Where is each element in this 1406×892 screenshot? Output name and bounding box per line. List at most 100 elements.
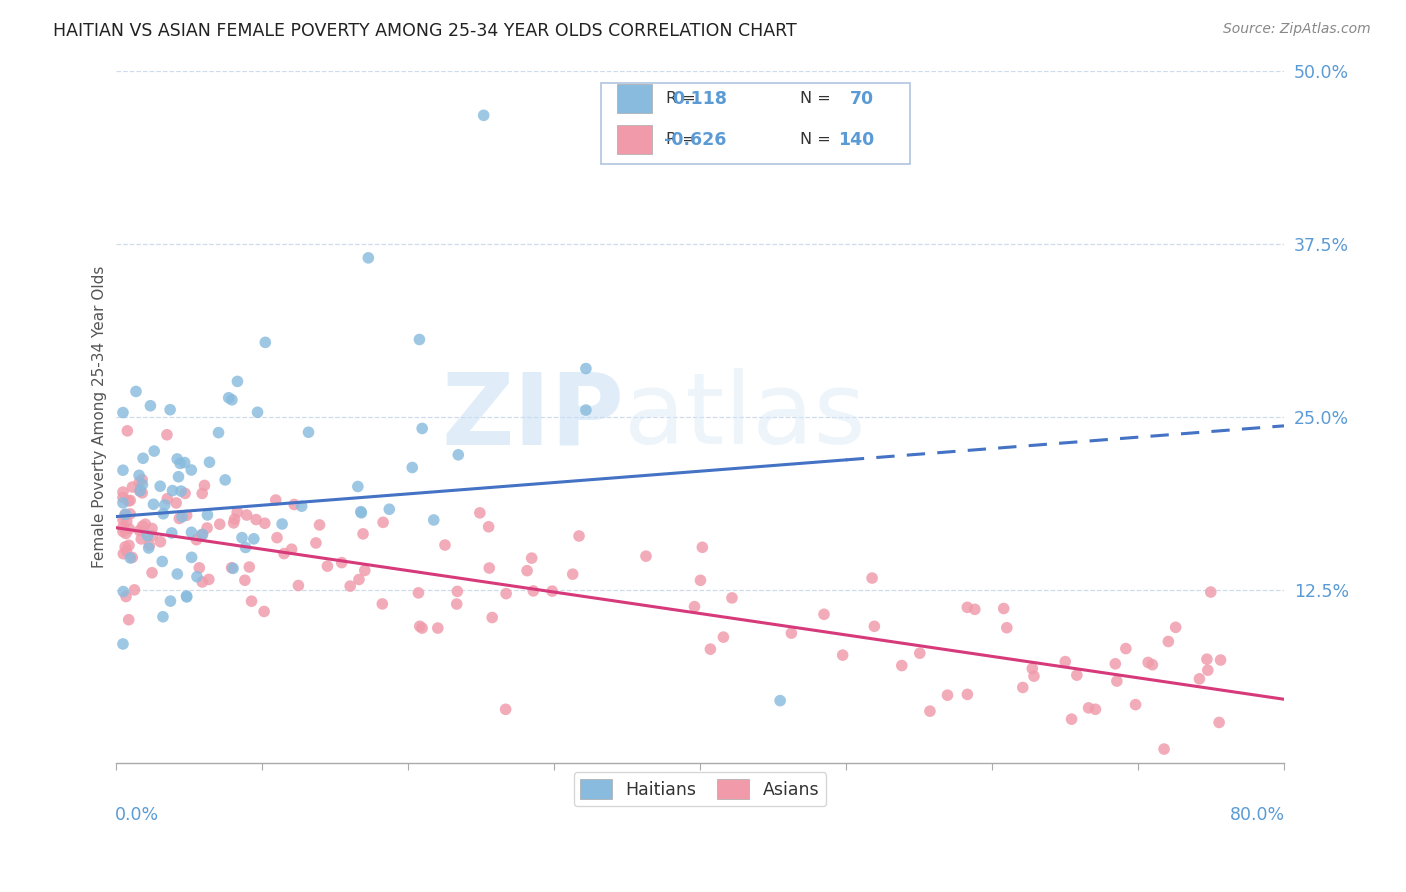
Point xyxy=(233,573,256,587)
Point xyxy=(156,491,179,506)
Point xyxy=(166,567,188,582)
Point xyxy=(170,484,193,499)
Point xyxy=(149,534,172,549)
Point xyxy=(692,541,714,555)
Point xyxy=(198,455,221,469)
Point xyxy=(411,621,433,635)
Point xyxy=(174,486,197,500)
Point xyxy=(243,532,266,546)
Point xyxy=(235,541,257,555)
Point xyxy=(111,513,134,527)
Point xyxy=(141,521,163,535)
Point xyxy=(316,559,339,574)
Point xyxy=(305,536,328,550)
Point xyxy=(111,485,134,500)
Point xyxy=(114,508,136,522)
Point xyxy=(191,486,214,500)
Point xyxy=(214,473,236,487)
Point xyxy=(561,567,583,582)
Point xyxy=(136,529,159,543)
Point xyxy=(246,405,269,419)
Point xyxy=(197,508,219,522)
Point xyxy=(114,507,136,521)
Point xyxy=(1164,620,1187,634)
Point xyxy=(254,335,277,350)
Point xyxy=(1153,742,1175,756)
Text: 0.0%: 0.0% xyxy=(114,805,159,824)
Point xyxy=(347,479,370,493)
Point xyxy=(1209,653,1232,667)
Point xyxy=(111,463,134,477)
Point xyxy=(520,551,543,566)
Point xyxy=(120,507,142,521)
Point xyxy=(128,475,150,490)
Point xyxy=(860,571,883,585)
Point xyxy=(159,402,181,417)
Text: 70: 70 xyxy=(849,90,875,108)
Text: HAITIAN VS ASIAN FEMALE POVERTY AMONG 25-34 YEAR OLDS CORRELATION CHART: HAITIAN VS ASIAN FEMALE POVERTY AMONG 25… xyxy=(53,22,797,40)
Point xyxy=(908,646,931,660)
Point xyxy=(121,550,143,565)
Point xyxy=(1066,668,1088,682)
Text: Source: ZipAtlas.com: Source: ZipAtlas.com xyxy=(1223,22,1371,37)
Point xyxy=(134,517,156,532)
Y-axis label: Female Poverty Among 25-34 Year Olds: Female Poverty Among 25-34 Year Olds xyxy=(93,266,107,568)
Point xyxy=(176,589,198,603)
Point xyxy=(193,478,215,492)
Point xyxy=(165,496,187,510)
Point xyxy=(1125,698,1147,712)
Point xyxy=(186,533,208,547)
Point xyxy=(721,591,744,605)
Point xyxy=(180,463,202,477)
Text: R =: R = xyxy=(666,132,696,147)
Point xyxy=(152,609,174,624)
Point xyxy=(1115,641,1137,656)
Point xyxy=(139,399,162,413)
Legend: Haitians, Asians: Haitians, Asians xyxy=(574,772,827,806)
Point xyxy=(831,648,853,662)
Point xyxy=(125,384,148,399)
Point xyxy=(936,688,959,702)
Point xyxy=(350,506,373,520)
Point xyxy=(408,586,430,600)
Point xyxy=(208,517,231,532)
Point xyxy=(280,542,302,557)
Point xyxy=(352,527,374,541)
Point xyxy=(141,566,163,580)
Point xyxy=(371,597,394,611)
Point xyxy=(152,507,174,521)
Point xyxy=(143,444,166,458)
Point xyxy=(118,613,141,627)
Point xyxy=(411,421,433,435)
Point xyxy=(575,361,598,376)
Point xyxy=(138,541,160,555)
Point xyxy=(180,525,202,540)
Point xyxy=(1054,655,1077,669)
Point xyxy=(993,601,1015,615)
Point xyxy=(112,584,135,599)
Point xyxy=(207,425,229,440)
Point xyxy=(131,477,153,491)
Text: N =: N = xyxy=(800,132,831,147)
Point xyxy=(1104,657,1126,671)
Point xyxy=(111,637,134,651)
Point xyxy=(150,554,173,568)
Point xyxy=(222,561,245,575)
Point xyxy=(308,517,330,532)
Bar xyxy=(617,84,652,113)
Point xyxy=(160,525,183,540)
Point xyxy=(218,391,240,405)
Point xyxy=(120,551,142,566)
Point xyxy=(1137,656,1160,670)
Point xyxy=(634,549,657,563)
Point xyxy=(541,584,564,599)
Point xyxy=(339,579,361,593)
Point xyxy=(111,491,134,505)
Point xyxy=(447,448,470,462)
Point xyxy=(112,547,135,561)
Point xyxy=(131,473,153,487)
Point xyxy=(401,460,423,475)
Point xyxy=(813,607,835,622)
Point xyxy=(446,584,468,599)
Point xyxy=(956,687,979,701)
